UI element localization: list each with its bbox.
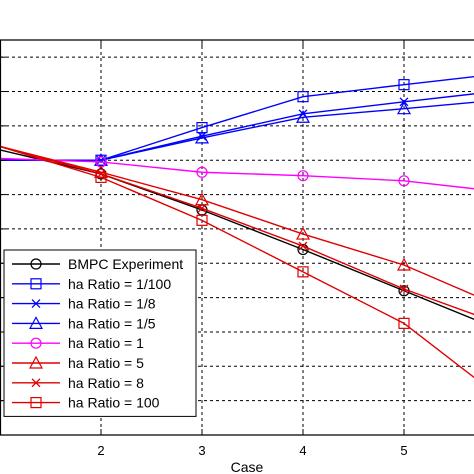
legend-swatch-marker [30,258,42,270]
x-tick-label: 5 [400,443,407,458]
legend-swatch-marker [30,337,42,349]
legend-swatch-marker [30,397,42,409]
legend: BMPC Experiment ha Ratio = 1/100 ha Ratio … [3,249,197,417]
data-point [297,170,309,182]
legend-label: ha Ratio = 1/5 [68,315,156,331]
data-point [297,243,309,256]
legend-label: ha Ratio = 8 [68,375,144,391]
legend-label: ha Ratio = 1/100 [68,276,171,292]
data-point [197,203,207,213]
x-axis-label: Case [231,459,264,474]
axes: 2 3 4 5 [0,39,474,458]
series-line [0,145,474,379]
legend-item: ha Ratio = 1/100 [12,276,171,292]
legend-swatch-marker [31,378,41,388]
legend-swatch-marker [30,278,42,290]
x-tick-label: 2 [97,443,104,458]
data-point [398,79,410,91]
data-point [295,110,311,123]
series-line [0,101,474,161]
legend-label: ha Ratio = 1/8 [68,296,156,312]
legend-swatch-marker [28,355,44,369]
series-2 [0,76,474,166]
data-point [396,257,412,271]
data-point [194,130,210,144]
legend-item: BMPC Experiment [12,256,183,272]
x-tick-label: 3 [198,443,205,458]
data-point [196,166,208,178]
legend-item: ha Ratio = 5 [12,355,144,371]
legend-swatch-marker [31,299,41,309]
data-point [399,284,409,294]
data-point [297,91,309,103]
data-point [398,317,410,329]
series-lines [0,76,474,379]
series-line [0,157,474,190]
legend-item: ha Ratio = 100 [12,395,160,411]
data-point [295,226,311,240]
legend-item: ha Ratio = 1 [12,335,144,351]
x-tick-label: 4 [299,443,306,458]
data-point [396,101,412,115]
data-point [298,241,308,251]
legend-item: ha Ratio = 1/8 [12,296,156,312]
data-point [398,175,410,187]
data-point [297,266,309,278]
series-line [0,76,474,161]
legend-label: ha Ratio = 100 [68,395,160,411]
legend-label: BMPC Experiment [68,256,183,272]
series-4 [0,101,474,166]
legend-label: ha Ratio = 5 [68,355,144,371]
legend-item: ha Ratio = 1/5 [12,315,156,331]
series-5 [0,156,474,190]
series-line [0,145,474,316]
series-8 [0,145,474,379]
legend-box [3,249,197,417]
legend-item: ha Ratio = 8 [12,375,144,391]
data-point [196,214,208,226]
legend-label: ha Ratio = 1 [68,335,144,351]
series-7 [0,145,474,316]
data-point [194,192,210,206]
series-line [0,145,474,296]
legend-swatch-marker [28,316,44,329]
data-point [95,171,107,183]
